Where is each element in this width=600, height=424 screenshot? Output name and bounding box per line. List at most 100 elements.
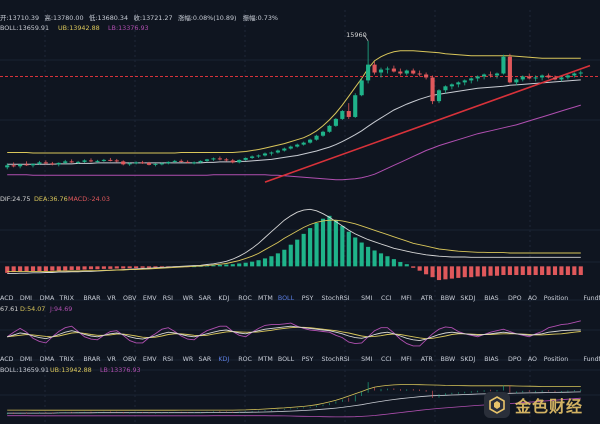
tab1-stochrsi: StochRSI bbox=[322, 295, 350, 302]
macd-bar bbox=[398, 262, 403, 267]
candle-body bbox=[359, 80, 364, 96]
candle-body bbox=[166, 161, 171, 164]
tab2-dma: DMA bbox=[40, 356, 55, 363]
macd-bar bbox=[37, 266, 42, 272]
candle-body bbox=[250, 156, 255, 158]
candle-body bbox=[43, 162, 48, 164]
candle-body bbox=[404, 70, 409, 74]
watermark-logo-icon bbox=[484, 392, 510, 418]
tab1-mfi: MFI bbox=[401, 295, 412, 302]
macd-bar bbox=[5, 266, 10, 273]
macd-bar bbox=[243, 262, 248, 267]
candle-body bbox=[185, 161, 190, 163]
ohlc-5: 振幅:0.73% bbox=[243, 13, 278, 22]
tab2-trix: TRIX bbox=[59, 356, 75, 363]
candle-body bbox=[262, 153, 268, 156]
macd-bar bbox=[146, 266, 152, 268]
candle-body bbox=[153, 163, 158, 165]
candle-body bbox=[295, 144, 300, 147]
ohlc-0: 开:13710.39 bbox=[0, 14, 39, 22]
macd-bar bbox=[404, 264, 409, 267]
candle-body bbox=[340, 111, 345, 119]
candle-body bbox=[82, 160, 87, 162]
macd-bar bbox=[288, 244, 293, 267]
candle-body bbox=[540, 75, 545, 78]
candle-body bbox=[5, 165, 10, 168]
candle-body bbox=[172, 160, 177, 162]
macd-bar bbox=[262, 258, 268, 267]
candle-body bbox=[256, 155, 261, 157]
tab1-vr: VR bbox=[107, 295, 116, 302]
tab1-mtm: MTM bbox=[258, 295, 273, 302]
candle-body bbox=[217, 158, 222, 160]
tab2-roc: ROC bbox=[238, 356, 252, 363]
tab2-obv: OBV bbox=[123, 356, 137, 363]
macd-bar bbox=[494, 266, 500, 276]
tab1-dma: DMA bbox=[40, 295, 55, 302]
tab2-fundflow: Fundflow bbox=[583, 356, 600, 363]
candle-body bbox=[572, 73, 577, 76]
candle-body bbox=[230, 160, 235, 163]
candle-body bbox=[430, 77, 435, 102]
tab1-rsi: RSI bbox=[163, 295, 173, 302]
peak-label-pointer bbox=[363, 34, 369, 42]
macd-bar bbox=[340, 225, 345, 267]
macd-bar bbox=[282, 249, 287, 267]
candle-body bbox=[63, 161, 68, 163]
macd-bar bbox=[424, 266, 429, 275]
tab1-kdj: KDJ bbox=[218, 295, 229, 302]
macd-bar bbox=[430, 266, 435, 278]
macd-bar bbox=[76, 266, 81, 270]
boll-lower-line bbox=[7, 104, 581, 181]
macd-bar bbox=[269, 256, 274, 267]
candle-body bbox=[50, 163, 55, 165]
macd-bar bbox=[114, 266, 119, 269]
candle-body bbox=[469, 78, 474, 81]
ohlc-3: 收:13721.27 bbox=[134, 13, 173, 22]
macd-bar bbox=[108, 266, 113, 269]
candle-body bbox=[482, 74, 487, 77]
candle-body bbox=[204, 159, 210, 161]
candle-body bbox=[398, 71, 403, 74]
macd-bar bbox=[469, 266, 474, 278]
tab2-brar: BRAR bbox=[83, 356, 101, 363]
macd-bar bbox=[63, 266, 68, 271]
candle-body bbox=[565, 75, 570, 78]
tab1-acd: ACD bbox=[0, 295, 14, 302]
macd-bar bbox=[385, 256, 390, 267]
tab2-bbw: BBW bbox=[441, 356, 456, 363]
boll-legend-lb: LB:13376.93 bbox=[108, 24, 149, 32]
macd-bar bbox=[372, 250, 377, 267]
tab1-trix: TRIX bbox=[59, 295, 75, 302]
tab2-skdj: SKDJ bbox=[460, 356, 475, 363]
kdj-legend-j: J:94.69 bbox=[49, 305, 72, 313]
macd-bar bbox=[95, 266, 100, 270]
macd-bar bbox=[436, 266, 442, 281]
candle-body bbox=[275, 150, 280, 153]
candle-body bbox=[211, 158, 216, 160]
candle-body bbox=[192, 162, 197, 164]
tab2-stochrsi: StochRSI bbox=[322, 356, 350, 363]
macd-bar bbox=[527, 266, 532, 276]
candle-body bbox=[76, 161, 81, 163]
candle-body bbox=[224, 159, 229, 161]
macd-legend-dea: DEA:36.76 bbox=[34, 195, 68, 203]
tab1-wr: WR bbox=[183, 295, 194, 302]
boll-upper-line bbox=[7, 50, 581, 154]
tab2-dpo: DPO bbox=[508, 356, 522, 363]
macd-bar bbox=[366, 246, 371, 267]
candle-body bbox=[37, 162, 42, 164]
candle-body bbox=[308, 139, 313, 143]
macd-bar bbox=[462, 266, 467, 278]
candle-body bbox=[514, 79, 519, 83]
candle-body bbox=[269, 152, 274, 154]
tab2-cci: CCI bbox=[381, 356, 392, 363]
macd-bar bbox=[88, 266, 94, 270]
candle-body bbox=[578, 72, 583, 74]
candle-body bbox=[520, 76, 525, 80]
macd-bar bbox=[211, 265, 216, 267]
candle-body bbox=[237, 159, 242, 163]
macd-bar bbox=[533, 266, 538, 276]
macd-bar bbox=[552, 266, 558, 276]
bottom-boll-ub: UB:13942.88 bbox=[50, 366, 92, 374]
